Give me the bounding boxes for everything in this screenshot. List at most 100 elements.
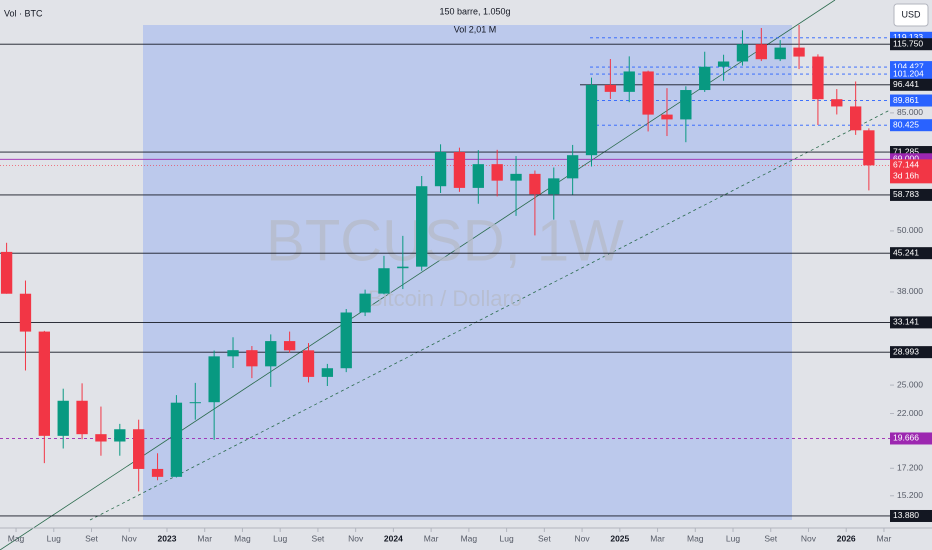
candle-body — [95, 434, 107, 442]
candle-body — [774, 47, 786, 60]
candle-body — [265, 341, 277, 367]
candle-body — [863, 130, 875, 166]
axis: 85.000 50.000 38.000 25.000 22.000 17.200 15.2… — [8, 31, 932, 543]
candle-body — [227, 350, 239, 357]
level-label-box — [890, 78, 932, 91]
x-tick-label: Mar — [424, 533, 439, 543]
candle-body — [19, 293, 32, 332]
level-label: 69.000 — [893, 154, 919, 164]
level-label: 96.441 — [893, 79, 919, 89]
candle-body — [831, 99, 843, 107]
y-tick-label: 50.000 — [897, 225, 923, 235]
candle-body — [38, 331, 50, 436]
bars-info: 150 barre, 1.050g — [439, 6, 510, 16]
candle-body — [717, 61, 730, 67]
watermark: BTCUSD, 1W — [266, 208, 624, 273]
candle-body — [623, 71, 635, 92]
candle-body — [453, 152, 466, 188]
level-label-box — [890, 94, 932, 107]
price-countdown: 3d 16h — [893, 171, 919, 181]
x-tick-label: Mag — [687, 533, 704, 543]
candle-body — [57, 400, 69, 436]
x-tick-label: Set — [538, 533, 551, 543]
level-label-box — [890, 346, 932, 359]
x-tick-label: Mar — [877, 533, 892, 543]
candle-body — [548, 178, 560, 195]
candle-body — [321, 368, 334, 377]
level-label: 28.993 — [893, 346, 919, 356]
x-tick-label: 2025 — [610, 533, 629, 543]
x-tick-label: Set — [312, 533, 325, 543]
candle-body — [359, 293, 371, 313]
level-label: 33.141 — [893, 317, 919, 327]
y-tick-label: 17.200 — [897, 463, 923, 473]
y-tick-label: 85.000 — [897, 107, 923, 117]
y-tick-label: 22.000 — [897, 408, 923, 418]
x-tick-label: Lug — [726, 533, 740, 543]
y-tick-label: 38.000 — [897, 286, 923, 296]
candle-body — [585, 84, 598, 156]
candle-body — [661, 114, 673, 120]
candle-body — [642, 71, 654, 115]
candle-body — [510, 173, 522, 181]
candle-body — [340, 312, 352, 369]
x-tick-label: Nov — [348, 533, 364, 543]
candle-body — [397, 266, 409, 269]
x-tick-label: Set — [85, 533, 98, 543]
level-label: 13.880 — [893, 510, 919, 520]
candle-body — [246, 350, 258, 367]
x-tick-label: Lug — [500, 533, 514, 543]
level-label-box — [890, 38, 932, 51]
level-label: 45.241 — [893, 247, 919, 257]
candle-body — [529, 173, 541, 195]
candle-body — [0, 251, 13, 294]
candle-body — [378, 268, 390, 294]
candle-body — [170, 402, 183, 477]
x-tick-label: Nov — [575, 533, 591, 543]
x-tick-label: 2024 — [384, 533, 403, 543]
level-label: 101.204 — [893, 68, 924, 78]
candle-body — [76, 400, 88, 435]
candle-body — [114, 429, 126, 442]
candle-body — [699, 66, 711, 91]
indicator-label: Vol · BTC — [4, 8, 43, 18]
level-label: 115.750 — [893, 38, 923, 48]
candle-body — [151, 468, 164, 477]
level-label-box — [890, 509, 932, 522]
candle-body — [208, 356, 220, 403]
candle-body — [133, 429, 145, 469]
level-label-box — [890, 247, 932, 260]
x-tick-label: Mag — [8, 533, 25, 543]
candle-body — [283, 341, 296, 351]
level-label-box — [890, 188, 932, 201]
candle-body — [416, 186, 428, 267]
candle-body — [755, 44, 767, 60]
watermark-sub: Bitcoin / Dollaro — [368, 286, 522, 311]
x-tick-label: Nov — [122, 533, 138, 543]
x-tick-label: Lug — [273, 533, 287, 543]
x-tick-label: Mag — [461, 533, 478, 543]
candle-body — [491, 164, 503, 181]
level-label: 58.783 — [893, 189, 919, 199]
candle-body — [472, 164, 484, 188]
candle-body — [302, 350, 315, 377]
x-tick-label: Mar — [650, 533, 665, 543]
volume-info: Vol 2,01 M — [454, 24, 497, 34]
candle-body — [189, 402, 201, 404]
level-label-box — [890, 432, 932, 445]
x-tick-label: Lug — [47, 533, 61, 543]
candle-body — [793, 47, 805, 57]
level-label: 19.666 — [893, 433, 919, 443]
y-tick-label: 25.000 — [897, 379, 923, 389]
candle-body — [850, 106, 862, 131]
candle-body — [812, 56, 824, 100]
price-axis — [890, 0, 932, 550]
level-label: 89.861 — [893, 95, 919, 105]
level-label-box — [890, 68, 932, 81]
level-label-box — [890, 119, 932, 132]
currency-button[interactable] — [893, 3, 929, 27]
candle-body — [566, 155, 579, 179]
currency[interactable]: USD — [901, 9, 921, 19]
candle-body — [434, 152, 447, 187]
